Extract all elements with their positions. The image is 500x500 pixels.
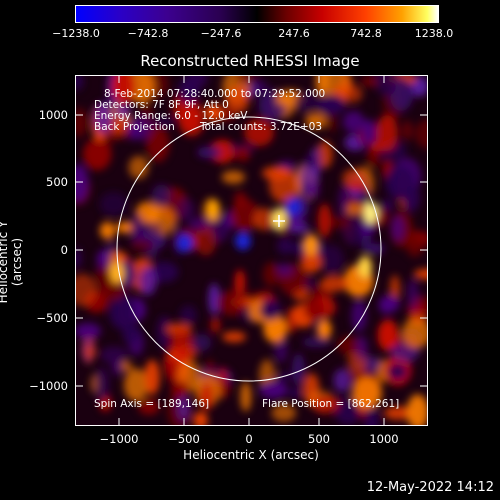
detectors-text: Detectors: 7F 8F 9F, Att 0 — [94, 99, 229, 111]
x-axis-label: Heliocentric X (arcsec) — [183, 448, 319, 462]
colorbar-tick: −247.6 — [200, 27, 242, 40]
colorbar-tick: 247.6 — [278, 27, 310, 40]
y-tick-label: 0 — [60, 243, 68, 257]
spin-axis-text: Spin Axis = [189,146] — [94, 398, 210, 410]
image-texture — [75, 75, 428, 426]
x-tick-label: 0 — [245, 432, 253, 446]
axis-ticks — [75, 75, 428, 426]
method-text: Back Projection — [94, 121, 175, 133]
x-tick-label: −1000 — [99, 432, 139, 446]
plot-title: Reconstructed RHESSI Image — [140, 52, 360, 70]
flare-position-text: Flare Position = [862,261] — [262, 398, 400, 410]
spin-axis-cross-icon — [273, 215, 285, 227]
energy-range-text: Energy Range: 6.0 - 12.0 keV — [94, 110, 248, 122]
rhessi-image — [75, 75, 428, 426]
colorbar-tick: 742.8 — [350, 27, 382, 40]
solar-limb-circle — [116, 116, 382, 382]
x-tick-label: 500 — [308, 432, 330, 446]
colorbar-tick: −1238.0 — [52, 27, 100, 40]
x-tick-label: 1000 — [369, 432, 399, 446]
x-tick-label: −500 — [168, 432, 200, 446]
time-range-text: 8-Feb-2014 07:28:40.000 to 07:29:52.000 — [104, 88, 326, 100]
colorbar — [75, 5, 439, 23]
timestamp: 12-May-2022 14:12 — [366, 480, 494, 495]
y-tick-label: −1000 — [29, 379, 68, 393]
y-tick-label: 500 — [46, 175, 68, 189]
colorbar-tick: 1238.0 — [414, 27, 454, 40]
colorbar-tick: −742.8 — [127, 27, 169, 40]
total-counts-text: Total counts: 3.72E+03 — [200, 121, 323, 133]
y-tick-label: −500 — [36, 311, 68, 325]
y-axis-label: Heliocentric Y (arcsec) — [0, 221, 24, 304]
y-tick-label: 1000 — [38, 108, 68, 122]
